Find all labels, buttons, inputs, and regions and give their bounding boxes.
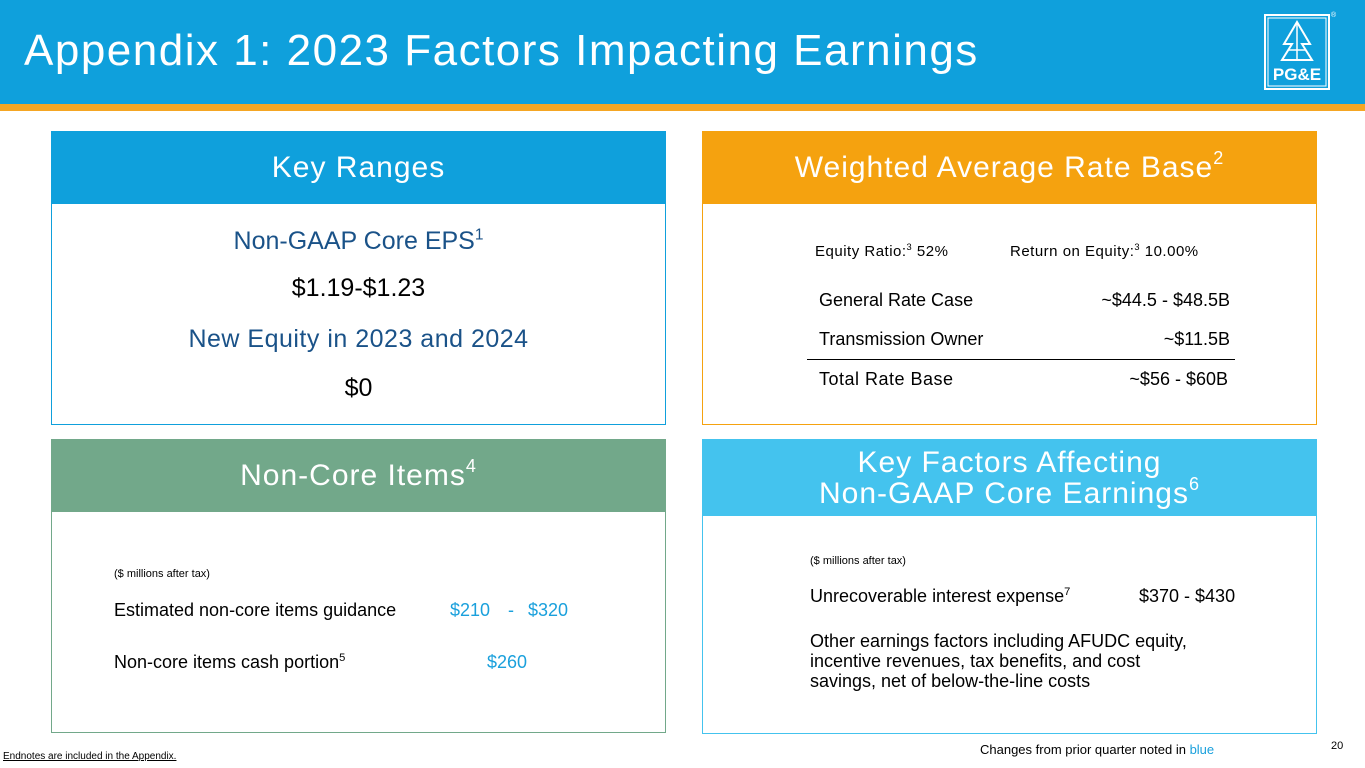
key-ranges-title: Key Ranges bbox=[271, 151, 446, 184]
interest-expense: Unrecoverable interest expense7 bbox=[810, 586, 1070, 607]
total-rate-base-label: Total Rate Base bbox=[819, 369, 954, 389]
logo-text: PG&E bbox=[1273, 65, 1321, 84]
cash-note: 5 bbox=[339, 652, 346, 664]
rate-base-title-note: 2 bbox=[1213, 148, 1225, 168]
roe-label: Return on Equity: bbox=[1010, 243, 1135, 260]
key-factors-title-line1: Key Factors Affecting bbox=[857, 445, 1162, 479]
key-ranges-header: Key Ranges bbox=[52, 132, 665, 204]
guidance-low: $210 bbox=[450, 600, 491, 620]
interest-value: $370 - $430 bbox=[1139, 586, 1236, 606]
eps-label: Non-GAAP Core EPS bbox=[233, 227, 475, 255]
header-bar bbox=[0, 0, 1365, 104]
cash-label: Non-core items cash portion bbox=[114, 652, 340, 672]
endnotes-link[interactable]: Endnotes are included in the Appendix. bbox=[3, 751, 177, 762]
cash-portion: Non-core items cash portion5 bbox=[114, 652, 345, 673]
non-core-header: Non-Core Items4 bbox=[52, 440, 665, 512]
other-factors-line2: incentive revenues, tax benefits, and co… bbox=[810, 651, 1141, 671]
cash-value: $260 bbox=[487, 652, 528, 672]
equity-ratio-note: 3 bbox=[906, 242, 913, 252]
rate-base-title: Weighted Average Rate Base bbox=[794, 151, 1214, 184]
transmission-owner-label: Transmission Owner bbox=[819, 329, 984, 349]
header-stripe bbox=[0, 104, 1365, 111]
page-number: 20 bbox=[1331, 740, 1344, 752]
page-title: Appendix 1: 2023 Factors Impacting Earni… bbox=[24, 26, 979, 75]
key-factors-header: Key Factors Affecting Non-GAAP Core Earn… bbox=[703, 440, 1316, 516]
guidance-dash: - bbox=[508, 600, 514, 620]
return-on-equity: Return on Equity:3 10.00% bbox=[1010, 242, 1199, 260]
key-factors-units: ($ millions after tax) bbox=[810, 555, 906, 567]
non-core-title: Non-Core Items bbox=[240, 459, 466, 492]
interest-label: Unrecoverable interest expense bbox=[810, 586, 1065, 606]
total-divider bbox=[807, 359, 1235, 360]
key-factors-title-note: 6 bbox=[1188, 474, 1200, 494]
equity-ratio-label: Equity Ratio: bbox=[815, 243, 907, 260]
changes-prefix: Changes from prior quarter noted in bbox=[980, 742, 1190, 757]
rate-base-panel: Weighted Average Rate Base2 Equity Ratio… bbox=[702, 131, 1317, 425]
guidance-high: $320 bbox=[528, 600, 569, 620]
gen-rate-case-label: General Rate Case bbox=[819, 290, 974, 310]
equity-ratio: Equity Ratio:3 52% bbox=[815, 242, 949, 260]
rate-base-header: Weighted Average Rate Base2 bbox=[703, 132, 1316, 204]
non-core-panel: Non-Core Items4 ($ millions after tax) E… bbox=[51, 439, 666, 733]
eps-note: 1 bbox=[474, 226, 484, 244]
equity-ratio-value: 52% bbox=[916, 243, 949, 260]
pge-logo-icon: PG&E bbox=[1264, 14, 1330, 90]
key-factors-title-line2: Non-GAAP Core Earnings bbox=[819, 477, 1189, 510]
other-factors-text: Other earnings factors including AFUDC e… bbox=[810, 631, 1187, 691]
gen-rate-case-value: ~$44.5 - $48.5B bbox=[1101, 290, 1230, 310]
eps-value: $1.19-$1.23 bbox=[291, 274, 426, 302]
key-factors-panel: Key Factors Affecting Non-GAAP Core Earn… bbox=[702, 439, 1317, 734]
key-ranges-panel: Key Ranges Non-GAAP Core EPS1 $1.19-$1.2… bbox=[51, 131, 666, 425]
key-factors-title-line2-row: Non-GAAP Core Earnings6 bbox=[819, 475, 1200, 510]
interest-note: 7 bbox=[1064, 586, 1071, 598]
logo-registered-mark: ® bbox=[1331, 12, 1337, 19]
other-factors-line3: savings, net of below-the-line costs bbox=[810, 671, 1091, 691]
roe-note: 3 bbox=[1134, 242, 1141, 252]
roe-value: 10.00% bbox=[1144, 243, 1199, 260]
changes-note: Changes from prior quarter noted in blue bbox=[980, 742, 1214, 757]
non-core-title-row: Non-Core Items4 bbox=[240, 456, 477, 493]
other-factors-line1: Other earnings factors including AFUDC e… bbox=[810, 631, 1187, 651]
non-core-title-note: 4 bbox=[465, 456, 477, 476]
new-equity-label: New Equity in 2023 and 2024 bbox=[188, 325, 529, 353]
transmission-owner-value: ~$11.5B bbox=[1163, 329, 1230, 349]
rate-base-title-row: Weighted Average Rate Base2 bbox=[794, 148, 1225, 185]
total-rate-base-value: ~$56 - $60B bbox=[1129, 369, 1228, 389]
non-core-units: ($ millions after tax) bbox=[114, 568, 210, 580]
new-equity-value: $0 bbox=[344, 374, 373, 402]
guidance-label: Estimated non-core items guidance bbox=[114, 600, 397, 620]
changes-blue-word: blue bbox=[1189, 742, 1215, 757]
eps-label-row: Non-GAAP Core EPS1 bbox=[52, 227, 665, 256]
